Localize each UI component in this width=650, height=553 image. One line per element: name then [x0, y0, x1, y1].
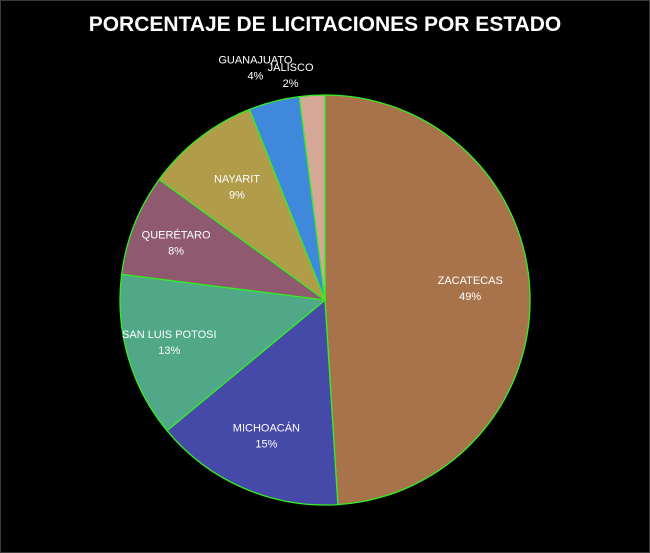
slice-label-zacatecas: ZACATECAS 49% [438, 275, 503, 303]
slice-value-label: 15% [255, 439, 277, 451]
slice-category-label: MICHOACÁN [233, 422, 300, 435]
slice-value-label: 8% [168, 246, 184, 258]
slice-category-label: QUERÉTARO [142, 229, 211, 242]
slice-label-guanajuato: GUANAJUATO 4% [218, 55, 293, 83]
slice-label-queretaro: QUERÉTARO 8% [142, 229, 211, 258]
slice-category-label: NAYARIT [214, 174, 260, 186]
pie-slice-san-luis-potosi [119, 273, 326, 432]
pie-slice-nayarit [158, 108, 326, 301]
pie-slice-zacatecas [324, 94, 531, 506]
slice-label-san-luis-potosi: SAN LUIS POTOSI 13% [122, 329, 217, 357]
slice-category-label: JALISCO [268, 62, 314, 74]
pie-slice-jalisco [298, 94, 326, 301]
slice-value-label: 13% [158, 345, 180, 357]
slice-value-label: 9% [229, 190, 245, 202]
slice-value-label: 49% [459, 291, 481, 303]
slice-value-label: 4% [247, 71, 263, 83]
slice-value-label: 2% [283, 78, 299, 90]
slice-label-nayarit: NAYARIT 9% [214, 174, 260, 202]
slice-category-label: ZACATECAS [438, 275, 503, 287]
slice-category-label: GUANAJUATO [218, 55, 293, 67]
slice-label-michoacan: MICHOACÁN 15% [233, 422, 300, 451]
pie-slice-queretaro [120, 178, 326, 301]
slice-category-label: SAN LUIS POTOSI [122, 329, 217, 341]
slice-label-jalisco: JALISCO 2% [268, 62, 314, 90]
chart-title: PORCENTAJE DE LICITACIONES POR ESTADO [88, 13, 562, 36]
pie-slice-michoacan [166, 299, 339, 506]
